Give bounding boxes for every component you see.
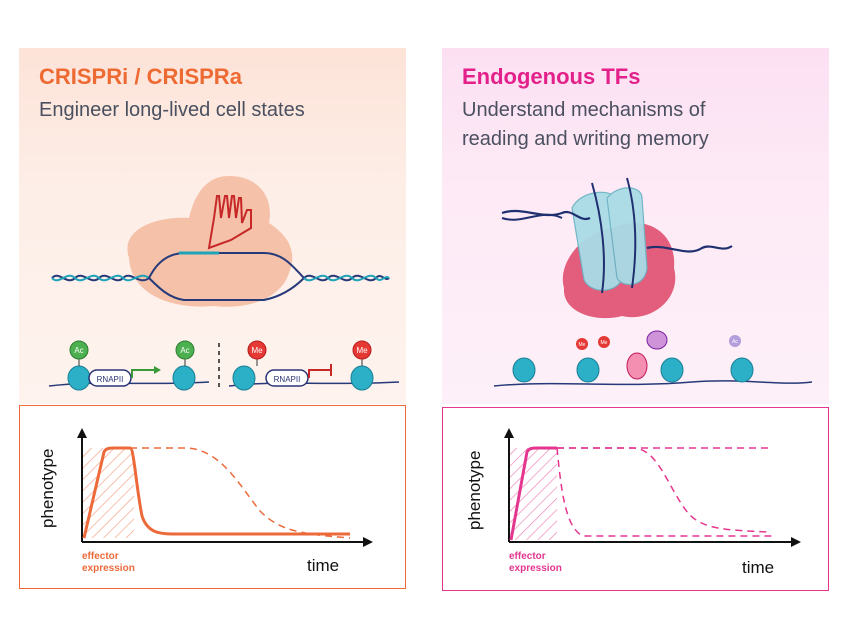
annotation-line: expression — [509, 563, 562, 574]
activation-arrow — [131, 369, 154, 378]
panel-title: CRISPRi / CRISPRa — [39, 64, 242, 89]
effector-annotation: effector expression — [82, 551, 135, 575]
effector-annotation: effector expression — [509, 551, 562, 575]
me-label: Me — [251, 346, 263, 355]
annotation-line: effector — [509, 551, 546, 562]
effector-window — [509, 448, 557, 540]
x-axis-label: time — [307, 556, 340, 575]
x-axis-label: time — [742, 558, 775, 577]
me-mark — [598, 336, 610, 348]
y-axis-label: phenotype — [465, 450, 484, 530]
y-axis-label: phenotype — [38, 448, 57, 528]
me-mark — [576, 338, 588, 350]
ac-mark — [729, 335, 741, 347]
subtitle-line: Understand mechanisms of — [462, 99, 706, 121]
phenotype-curve — [82, 446, 350, 539]
dna-strand — [501, 209, 591, 221]
annotation-line: effector — [82, 551, 119, 562]
ac-label: Ac — [74, 346, 83, 355]
memory-curve — [130, 447, 351, 539]
rnapii-label: RNAPII — [274, 375, 301, 384]
rnapii-label: RNAPII — [97, 375, 124, 384]
repression-bar — [308, 369, 331, 378]
me-label: Me — [356, 346, 368, 355]
chart-svg — [504, 428, 801, 547]
me-label: Me — [579, 342, 586, 348]
tf-panel: Endogenous TFs Understand mechanisms of … — [442, 48, 829, 404]
tf-phenotype-chart: phenotype time effector expression — [442, 407, 829, 591]
ac-label: Ac — [732, 339, 738, 345]
tf-illustration: Me Me Ac — [493, 177, 813, 387]
panel-subtitle: Engineer long-lived cell states — [39, 99, 305, 121]
reader-protein — [646, 330, 668, 350]
chart-svg — [77, 428, 373, 547]
nucleosome — [512, 357, 754, 383]
subtitle-line: reading and writing memory — [462, 128, 709, 150]
memory-curve-mid — [557, 447, 769, 533]
panel-title: Endogenous TFs — [462, 64, 641, 89]
ac-mark — [175, 340, 195, 360]
nucleosome-cylinder — [571, 187, 648, 291]
dna-strand — [646, 245, 733, 253]
ac-label: Ac — [180, 346, 189, 355]
effector-window — [82, 448, 134, 538]
me-label: Me — [601, 340, 608, 346]
panel-subtitle: Understand mechanisms of reading and wri… — [462, 96, 709, 154]
ac-mark — [69, 340, 89, 360]
writer-protein — [626, 352, 648, 380]
crispr-panel: CRISPRi / CRISPRa Engineer long-lived ce… — [19, 48, 406, 404]
memory-curve-low — [556, 447, 773, 537]
me-mark — [247, 340, 267, 360]
phenotype-curve — [509, 446, 557, 541]
chromatin-fiber — [493, 380, 813, 387]
me-mark — [352, 340, 372, 360]
annotation-line: expression — [82, 563, 135, 574]
crispr-illustration: Ac Ac Me Me RNAPII RNAPII — [48, 176, 400, 391]
guide-rna — [207, 195, 252, 250]
crispr-phenotype-chart: phenotype time effector expression — [19, 405, 406, 589]
